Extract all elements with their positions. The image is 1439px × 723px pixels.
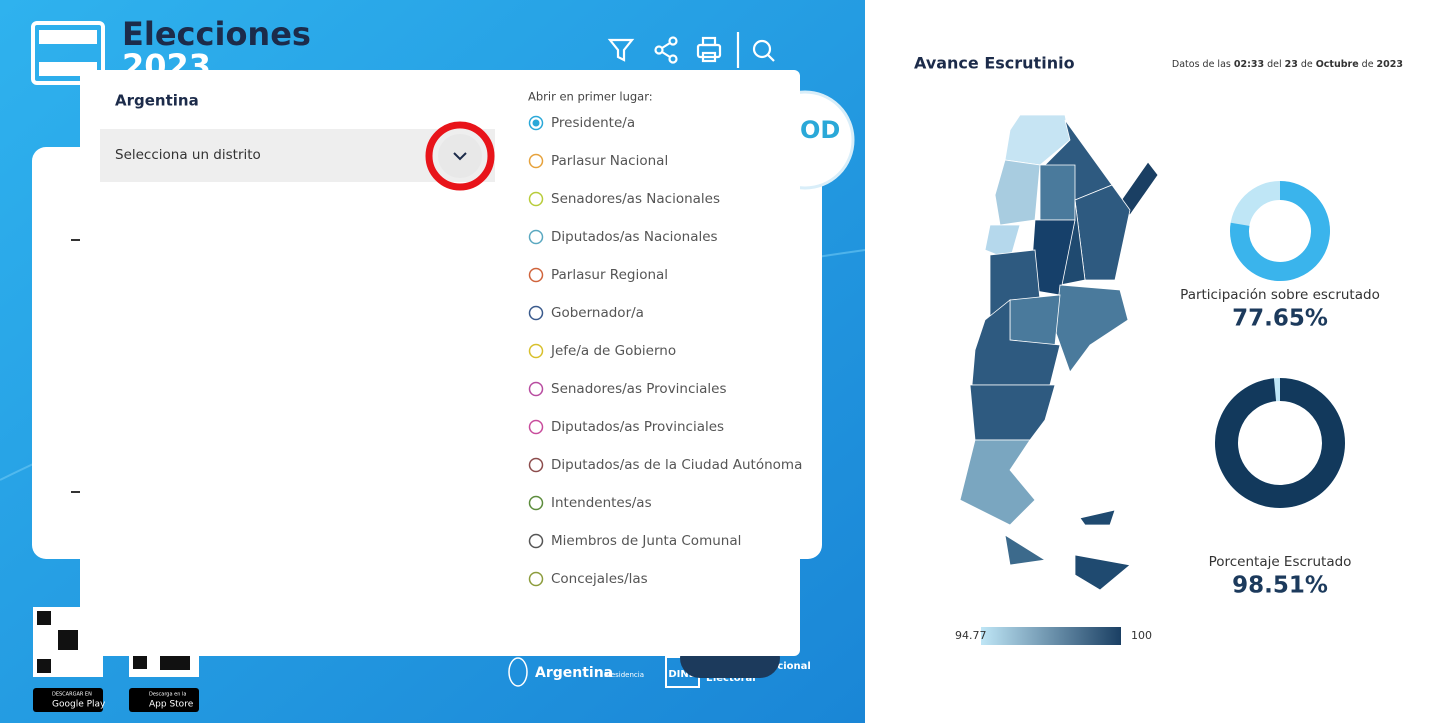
- option-label: Senadores/as Provinciales: [551, 381, 727, 397]
- right-panel: [865, 0, 1439, 723]
- gov-name: Argentina: [535, 665, 613, 681]
- radio: [528, 343, 544, 359]
- radio: [528, 419, 544, 435]
- donut-value: 98.51%: [1232, 573, 1328, 599]
- radio-option[interactable]: Diputados/as de la Ciudad Autónoma: [528, 457, 803, 473]
- radio-option[interactable]: Senadores/as Nacionales: [528, 191, 721, 207]
- radio-option[interactable]: Jefe/a de Gobierno: [528, 343, 677, 359]
- radio-option[interactable]: Gobernador/a: [528, 305, 644, 321]
- google-play-button[interactable]: DESCARGAR EN Google Play: [33, 688, 106, 712]
- radio-option[interactable]: Parlasur Regional: [528, 267, 669, 283]
- radio: [528, 533, 544, 549]
- option-label: Intendentes/as: [551, 495, 652, 511]
- dropdown-button[interactable]: [438, 134, 482, 178]
- google-small: DESCARGAR EN: [52, 692, 92, 698]
- timestamp-part: de: [1362, 59, 1374, 70]
- radio-option[interactable]: Parlasur Nacional: [528, 153, 669, 169]
- apple-small: Descarga en la: [149, 692, 186, 698]
- option-label: Concejales/las: [551, 571, 648, 587]
- open-first-label: Abrir en primer lugar:: [528, 90, 653, 104]
- radio: [528, 495, 544, 511]
- option-label: Miembros de Junta Comunal: [551, 533, 741, 549]
- filter-icon[interactable]: [607, 38, 635, 62]
- donut-arc: [1230, 181, 1330, 281]
- dine-abbr: DINE: [668, 669, 695, 680]
- option-label: Presidente/a: [551, 115, 635, 131]
- timestamp-part: Octubre: [1316, 59, 1359, 70]
- map: [959, 114, 1159, 591]
- radio-option[interactable]: Presidente/a: [528, 115, 636, 131]
- legend-min: 94.77: [955, 629, 987, 642]
- option-label: Senadores/as Nacionales: [551, 191, 720, 207]
- dine-line2: Electoral: [706, 673, 756, 684]
- timestamp-part: 02:33: [1234, 59, 1264, 70]
- gov-sub: Presidencia: [604, 671, 644, 679]
- timestamp-part: 23: [1285, 59, 1298, 70]
- app-store-button[interactable]: Descarga en la App Store: [129, 688, 199, 712]
- option-label: Parlasur Nacional: [551, 153, 668, 169]
- option-label: Diputados/as de la Ciudad Autónoma: [551, 457, 802, 473]
- radio-option[interactable]: Diputados/as Provinciales: [528, 419, 725, 435]
- radio: [528, 153, 544, 169]
- legend-max: 100: [1131, 629, 1152, 642]
- option-label: Jefe/a de Gobierno: [550, 343, 676, 359]
- option-label: Diputados/as Provinciales: [551, 419, 724, 435]
- search-icon[interactable]: [752, 39, 775, 62]
- filter-modal: Argentina Selecciona un distrito Abrir e…: [80, 70, 802, 656]
- legend-gradient: [981, 627, 1121, 645]
- print-icon[interactable]: [696, 36, 722, 63]
- timestamp: Datos de las 02:33 del 23 de Octubre de 2023: [1172, 59, 1403, 70]
- radio: [528, 229, 544, 245]
- radio: [528, 267, 544, 283]
- logo: [31, 21, 105, 85]
- timestamp-part: del: [1267, 59, 1282, 70]
- radio: [528, 381, 544, 397]
- radio-option[interactable]: Miembros de Junta Comunal: [528, 533, 742, 549]
- radio: [528, 571, 544, 587]
- share-icon[interactable]: [654, 36, 678, 64]
- donut-label: Participación sobre escrutado: [1180, 287, 1380, 303]
- option-label: Parlasur Regional: [551, 267, 668, 283]
- apple-label: App Store: [149, 700, 194, 710]
- radio-option[interactable]: Concejales/las: [528, 571, 648, 587]
- radio-option[interactable]: Diputados/as Nacionales: [528, 229, 718, 245]
- donut-label: Porcentaje Escrutado: [1209, 554, 1352, 570]
- radio: [528, 457, 544, 473]
- radio: [528, 191, 544, 207]
- timestamp-part: 2023: [1377, 59, 1403, 70]
- panel-title: Avance Escrutinio: [914, 54, 1075, 73]
- option-label: Diputados/as Nacionales: [551, 229, 718, 245]
- svg-text:OD: OD: [800, 116, 840, 144]
- donut-arc: [1215, 378, 1345, 508]
- radio-option[interactable]: Intendentes/as: [528, 495, 652, 511]
- radio: [528, 305, 544, 321]
- radio-dot: [532, 119, 540, 127]
- site-title: Elecciones: [122, 15, 311, 53]
- district-placeholder: Selecciona un distrito: [115, 147, 261, 163]
- radio-option[interactable]: Senadores/as Provinciales: [528, 381, 727, 397]
- google-label: Google Play: [52, 700, 106, 710]
- option-label: Gobernador/a: [551, 305, 644, 321]
- timestamp-part: Datos de las: [1172, 59, 1231, 70]
- timestamp-part: de: [1301, 59, 1313, 70]
- donut-value: 77.65%: [1232, 306, 1328, 332]
- header-icons: [607, 32, 775, 68]
- district-label: Argentina: [115, 92, 199, 110]
